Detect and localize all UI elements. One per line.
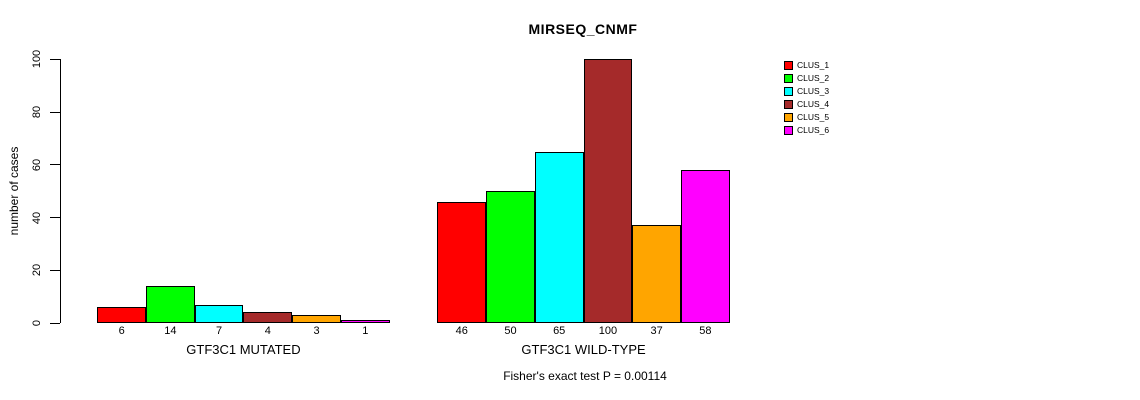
y-axis-label: number of cases xyxy=(7,146,21,236)
bar-clus_1 xyxy=(437,201,487,323)
legend: CLUS_1 CLUS_2 CLUS_3 CLUS_4 CLUS_5 CLUS_6 xyxy=(784,61,829,139)
legend-item: CLUS_4 xyxy=(784,100,829,109)
bar-value-label: 50 xyxy=(504,325,517,337)
legend-item-label: CLUS_6 xyxy=(797,125,830,135)
legend-item-label: CLUS_2 xyxy=(797,73,830,83)
y-axis-tick xyxy=(50,322,60,324)
bar-clus_1 xyxy=(97,307,147,323)
legend-color-swatch xyxy=(784,74,793,83)
legend-item: CLUS_6 xyxy=(784,126,829,135)
bar-value-label: 58 xyxy=(699,325,712,337)
y-axis-tick-label: 80 xyxy=(31,105,43,119)
bar-clus_5 xyxy=(292,315,341,323)
fisher-test-annotation: Fisher's exact test P = 0.00114 xyxy=(503,369,667,383)
legend-item-label: CLUS_4 xyxy=(797,99,830,109)
bar-value-label: 3 xyxy=(313,325,320,337)
y-axis-tick xyxy=(50,269,60,271)
y-axis-tick-label: 100 xyxy=(31,50,43,69)
bar-value-label: 7 xyxy=(216,325,223,337)
y-axis-tick xyxy=(50,58,60,60)
legend-item-label: CLUS_3 xyxy=(797,86,830,96)
bar-value-label: 14 xyxy=(164,325,177,337)
bar-clus_4 xyxy=(583,59,633,323)
legend-item: CLUS_5 xyxy=(784,113,829,122)
legend-item: CLUS_2 xyxy=(784,74,829,83)
legend-item: CLUS_3 xyxy=(784,87,829,96)
y-axis-tick xyxy=(50,217,60,219)
y-axis-tick-label: 20 xyxy=(31,264,43,277)
bar-clus_5 xyxy=(632,225,681,323)
legend-color-swatch xyxy=(784,100,793,109)
bar-value-label: 37 xyxy=(650,325,663,337)
legend-color-swatch xyxy=(784,61,793,70)
y-axis-tick-label: 40 xyxy=(31,211,43,224)
group-label: GTF3C1 WILD-TYPE xyxy=(521,342,646,357)
bar-value-label: 65 xyxy=(553,325,566,337)
y-axis-line xyxy=(60,58,61,323)
y-axis-tick xyxy=(50,164,60,166)
bar-value-label: 100 xyxy=(598,325,618,337)
bar-value-label: 6 xyxy=(118,325,125,337)
y-axis-tick xyxy=(50,111,60,113)
legend-item-label: CLUS_1 xyxy=(797,60,830,70)
bar-clus_3 xyxy=(534,151,584,323)
y-axis-tick-label: 60 xyxy=(31,158,43,171)
bar-clus_4 xyxy=(243,312,293,323)
bar-clus_6 xyxy=(681,170,730,323)
legend-color-swatch xyxy=(784,87,793,96)
bar-clus_2 xyxy=(486,191,535,323)
bar-value-label: 4 xyxy=(264,325,271,337)
legend-color-swatch xyxy=(784,126,793,135)
bar-clus_3 xyxy=(194,304,244,323)
chart-title: MIRSEQ_CNMF xyxy=(528,21,638,37)
bar-clus_6 xyxy=(340,320,390,323)
group-label: GTF3C1 MUTATED xyxy=(186,342,301,357)
legend-item-label: CLUS_5 xyxy=(797,112,830,122)
bar-clus_2 xyxy=(146,286,195,323)
legend-item: CLUS_1 xyxy=(784,61,829,70)
legend-color-swatch xyxy=(784,113,793,122)
y-axis-tick-label: 0 xyxy=(31,319,43,327)
bar-value-label: 1 xyxy=(362,325,369,337)
bar-value-label: 46 xyxy=(455,325,468,337)
